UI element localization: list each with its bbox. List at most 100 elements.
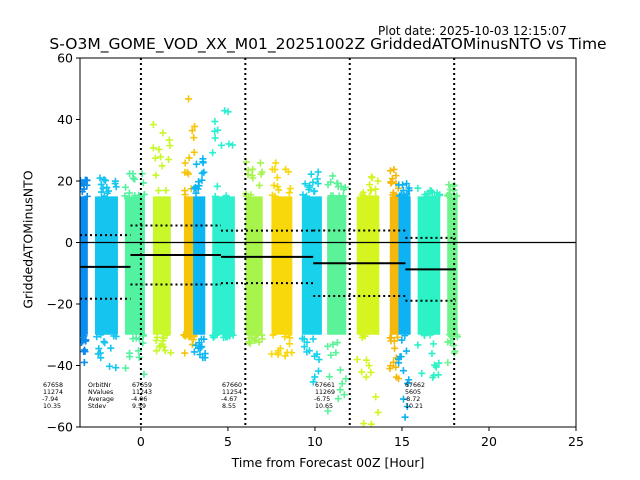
data-point <box>249 174 257 182</box>
data-point <box>426 186 434 194</box>
data-point <box>305 186 313 194</box>
data-point <box>196 351 204 359</box>
data-point <box>401 332 409 340</box>
data-point <box>288 349 296 357</box>
data-point <box>315 356 323 364</box>
y-tick-label: 0 <box>65 235 73 250</box>
data-point <box>185 95 193 103</box>
data-point <box>274 347 282 355</box>
orbit-stat-value: 9.59 <box>132 403 146 410</box>
plot-date: Plot date: 2025-10-03 12:15:07 <box>378 24 567 38</box>
data-point <box>161 347 169 355</box>
data-point <box>96 174 104 182</box>
data-point <box>327 351 335 359</box>
data-point <box>125 189 133 197</box>
data-point <box>225 140 233 148</box>
data-point <box>414 184 422 192</box>
data-point <box>336 366 344 374</box>
data-point <box>165 155 173 163</box>
data-point <box>391 344 399 352</box>
data-point <box>246 339 254 347</box>
orbit-stat-value: 10.21 <box>405 403 423 410</box>
data-point <box>447 332 455 340</box>
data-point <box>387 178 395 186</box>
y-tick-label: 20 <box>57 174 73 189</box>
orbit-stat-value: -8.72 <box>404 396 420 403</box>
data-point <box>429 340 437 348</box>
orbit-stat-value: 67659 <box>132 382 152 389</box>
data-point <box>418 369 426 377</box>
data-point <box>244 166 252 174</box>
x-tick-label: 0 <box>137 434 145 449</box>
data-point <box>152 336 160 344</box>
data-point <box>374 177 382 185</box>
data-point <box>167 349 175 357</box>
data-point <box>329 172 337 180</box>
data-point <box>367 173 375 181</box>
data-point <box>397 191 405 199</box>
data-point <box>80 347 88 355</box>
data-band-14 <box>417 196 441 335</box>
data-point <box>395 181 403 189</box>
data-point <box>157 153 165 161</box>
data-point <box>211 192 219 200</box>
orbit-stat-value: -4.67 <box>221 396 237 403</box>
data-point <box>307 170 315 178</box>
data-point <box>191 122 199 130</box>
data-point <box>97 331 105 339</box>
data-point <box>404 379 412 387</box>
data-point <box>286 340 294 348</box>
data-point <box>386 167 394 175</box>
data-point <box>435 359 443 367</box>
data-point <box>122 364 130 372</box>
data-point <box>360 420 368 427</box>
data-point <box>222 192 230 200</box>
data-point <box>428 350 436 358</box>
data-point <box>190 185 198 193</box>
data-point <box>94 350 102 358</box>
data-point <box>195 178 203 186</box>
data-point <box>305 347 313 355</box>
data-point <box>97 354 105 362</box>
data-point <box>341 183 349 191</box>
data-point <box>181 159 189 167</box>
orbit-stat-value: 5605 <box>405 389 421 396</box>
data-point <box>247 191 255 199</box>
data-point <box>311 373 319 381</box>
data-point <box>129 170 137 178</box>
chart-title: S-O3M_GOME_VOD_XX_M01_20251002Z GriddedA… <box>49 35 607 53</box>
data-point <box>274 183 282 191</box>
data-point <box>444 359 452 367</box>
data-point <box>394 333 402 341</box>
orbit-stat-value: 10.35 <box>43 403 61 410</box>
data-point <box>329 192 337 200</box>
data-point <box>390 165 398 173</box>
data-point <box>405 376 413 384</box>
data-point <box>358 334 366 342</box>
data-point <box>99 185 107 193</box>
orbit-stat-value: 11274 <box>43 389 63 396</box>
data-point <box>365 362 373 370</box>
data-point <box>392 172 400 180</box>
data-point <box>93 333 101 341</box>
data-point <box>122 183 130 191</box>
data-point <box>224 108 232 116</box>
data-point <box>338 380 346 388</box>
data-points <box>80 95 461 427</box>
data-band-3 <box>152 196 171 335</box>
data-point <box>333 179 341 187</box>
data-point <box>299 191 307 199</box>
data-point <box>211 134 219 142</box>
data-point <box>190 148 198 156</box>
data-band-5 <box>193 196 206 335</box>
data-point <box>152 171 160 179</box>
data-point <box>336 386 344 394</box>
data-point <box>149 144 157 152</box>
data-point <box>199 159 207 167</box>
y-tick-label: −20 <box>47 297 73 312</box>
data-point <box>401 413 409 421</box>
data-point <box>325 373 333 381</box>
data-point <box>273 174 281 182</box>
data-point <box>211 118 219 126</box>
